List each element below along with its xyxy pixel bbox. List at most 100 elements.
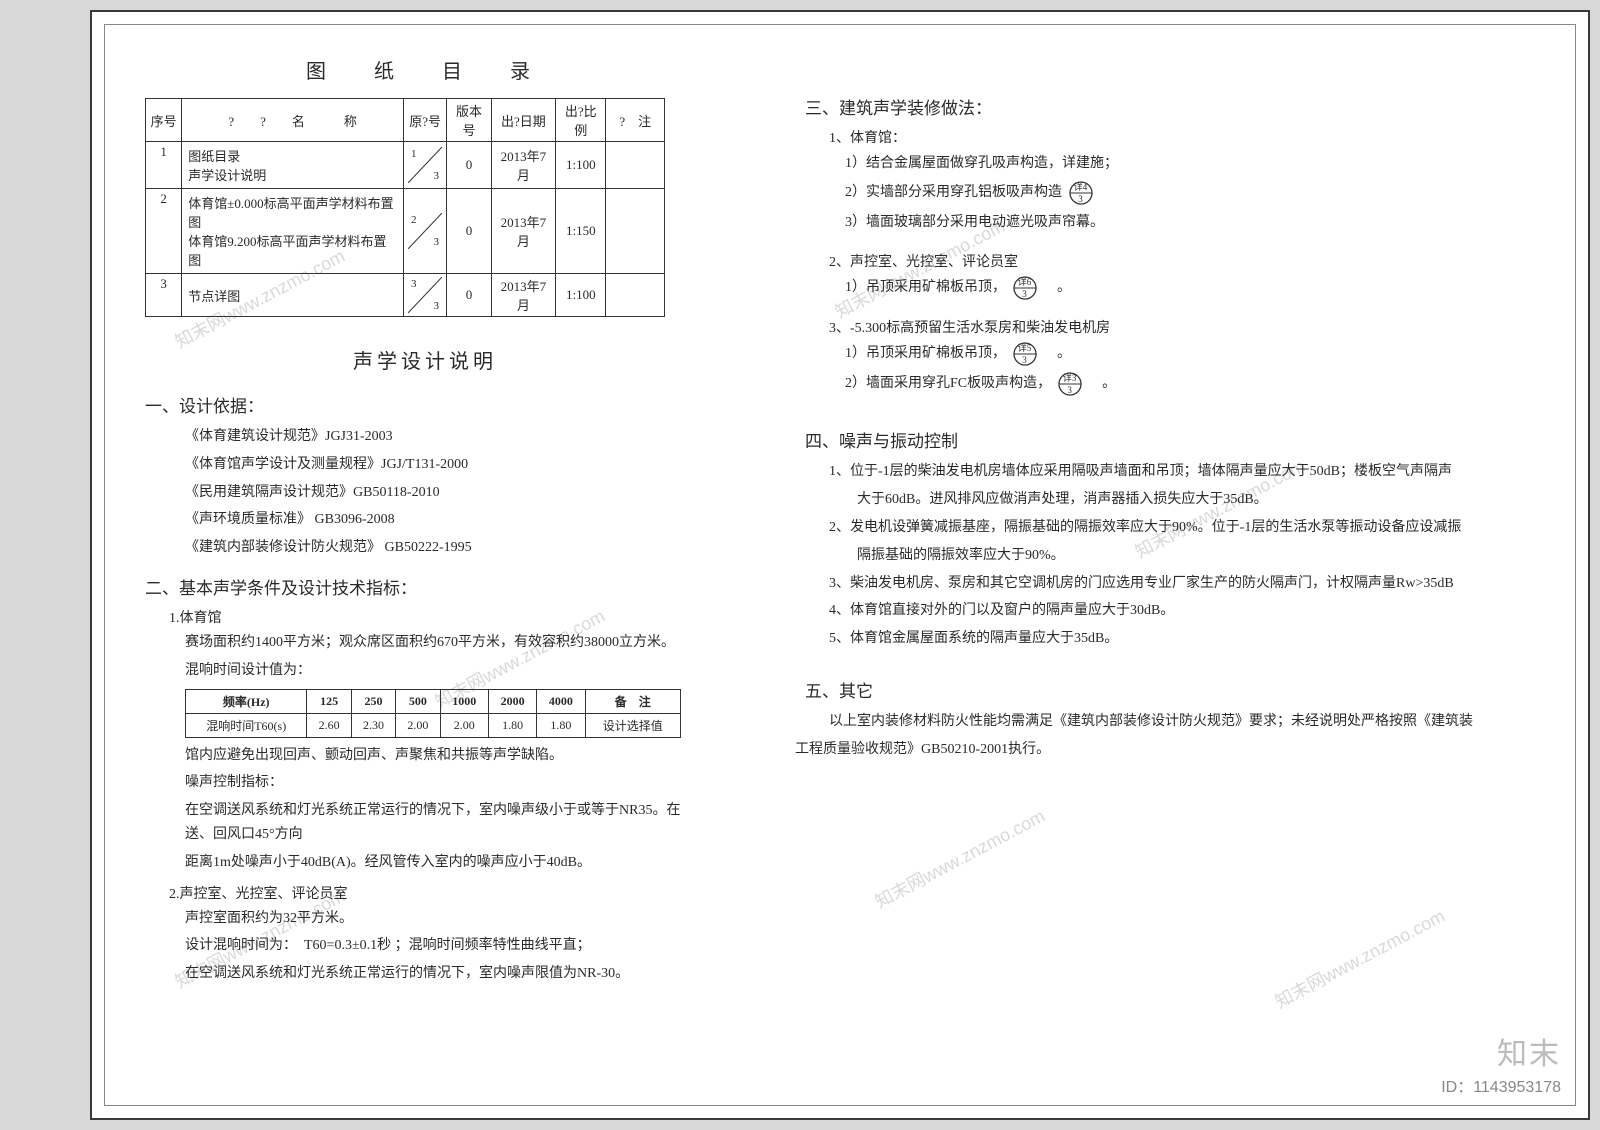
toc-cell-name: 节点详图 (182, 274, 404, 317)
s3-g3-suffix: 。 (1088, 377, 1116, 392)
rt-cell: 混响时间T60(s) (186, 713, 307, 737)
s3-g3-i2-text: 2）墙面采用穿孔FC板吸声构造， (845, 377, 1051, 392)
watermark-corner: 知末 ID：1143953178 (1441, 1029, 1561, 1097)
watermark-id: ID：1143953178 (1441, 1073, 1561, 1097)
noise-control-item: 1、位于-1层的柴油发电机房墙体应采用隔吸声墙面和吊顶；墙体隔声量应大于50dB… (829, 460, 1565, 484)
s3-g1-heading: 1、体育馆： (829, 127, 1565, 147)
left-column: 图 纸 目 录 序号 ? ? 名 称 原?号 版本号 出?日期 出?比例 ? 注… (145, 55, 705, 990)
detail-ref-icon: 详6 3 (1012, 275, 1038, 301)
s3-g2-suffix: 。 (1043, 281, 1071, 296)
toc-cell-scale: 1:100 (556, 274, 606, 317)
s3-g2-heading: 2、声控室、光控室、评论员室 (829, 251, 1565, 271)
detail-ref-bot: 3 (1068, 191, 1094, 207)
noise-control-item: 3、柴油发电机房、泵房和其它空调机房的门应选用专业厂家生产的防火隔声门，计权隔声… (829, 572, 1565, 596)
design-basis-ref: 《声环境质量标准》 GB3096-2008 (185, 508, 705, 532)
detail-ref-bot: 3 (1012, 286, 1038, 302)
toc-cell-date: 2013年7月 (491, 189, 555, 274)
inner-frame: 知末网www.znzmo.com 知末网www.znzmo.com 知末网www… (104, 24, 1576, 1106)
document-page: 知末网www.znzmo.com 知末网www.znzmo.com 知末网www… (90, 10, 1590, 1120)
noise-control-item: 2、发电机设弹簧减振基座，隔振基础的隔振效率应大于90%。位于-1层的生活水泵等… (829, 516, 1565, 540)
s2-gym-noise-b: 距离1m处噪声小于40dB(A)。经风管传入室内的噪声应小于40dB。 (185, 851, 705, 875)
toc-row: 1图纸目录声学设计说明1302013年7月1:100 (146, 142, 665, 189)
rt-head: 125 (307, 689, 351, 713)
s2-gym-noise-a: 在空调送风系统和灯光系统正常运行的情况下，室内噪声级小于或等于NR35。在送、回… (185, 799, 705, 847)
noise-control-item: 4、体育馆直接对外的门以及窗户的隔声量应大于30dB。 (829, 599, 1565, 623)
rt-head: 备 注 (585, 689, 680, 713)
toc-cell-date: 2013年7月 (491, 274, 555, 317)
toc-cell-scale: 1:100 (556, 142, 606, 189)
noise-control-item: 大于60dB。进风排风应做消声处理，消声器插入损失应大于35dB。 (829, 488, 1565, 512)
rt-head: 2000 (488, 689, 536, 713)
detail-ref-bot: 3 (1057, 382, 1083, 398)
rt-head: 500 (396, 689, 440, 713)
toc-cell-ver: 0 (447, 274, 491, 317)
rt-cell: 1.80 (488, 713, 536, 737)
design-basis-ref: 《民用建筑隔声设计规范》GB50118-2010 (185, 481, 705, 505)
section-1-heading: 一、设计依据： (145, 392, 705, 417)
watermark-name: 知末 (1441, 1029, 1561, 1073)
toc-cell-date: 2013年7月 (491, 142, 555, 189)
s3-g1-i1: 1）结合金属屋面做穿孔吸声构造，详建施； (845, 151, 1565, 176)
design-basis-ref: 《建筑内部装修设计防火规范》 GB50222-1995 (185, 536, 705, 560)
toc-row: 3节点详图3302013年7月1:100 (146, 274, 665, 317)
s2-gym-rt-label: 混响时间设计值为： (185, 659, 705, 683)
detail-ref-bot: 3 (1012, 352, 1038, 368)
toc-col-num: 序号 (146, 99, 182, 142)
s3-g3-i2: 2）墙面采用穿孔FC板吸声构造， 详3 3 。 (845, 371, 1565, 397)
watermark-diag: 知末网www.znzmo.com (1270, 902, 1449, 1014)
s5-l2: 工程质量验收规范》GB50210-2001执行。 (795, 738, 1565, 762)
toc-cell-num: 3 (146, 274, 182, 317)
s3-g1-i2-text: 2）实墙部分采用穿孔铝板吸声构造 (845, 185, 1062, 200)
toc-col-origno: 原?号 (403, 99, 446, 142)
rt-header-row: 频率(Hz) 125 250 500 1000 2000 4000 备 注 (186, 689, 681, 713)
s3-g3-i1-text: 1）吊顶采用矿棉板吊顶， (845, 347, 1006, 362)
s3-g1-i3: 3）墙面玻璃部分采用电动遮光吸声帘幕。 (845, 210, 1565, 235)
s3-g3-heading: 3、-5.300标高预留生活水泵房和柴油发电机房 (829, 317, 1565, 337)
detail-ref-icon: 详5 3 (1012, 341, 1038, 367)
s2-gym-heading: 1.体育馆 (169, 607, 705, 627)
detail-ref-icon: 详4 3 (1068, 180, 1094, 206)
rt-data-row: 混响时间T60(s) 2.60 2.30 2.00 2.00 1.80 1.80… (186, 713, 681, 737)
s2-ctrl-l1: 声控室面积约为32平方米。 (185, 907, 705, 931)
s2-gym-desc: 赛场面积约1400平方米；观众席区面积约670平方米，有效容积约38000立方米… (185, 631, 705, 655)
s3-g2-i1: 1）吊顶采用矿棉板吊顶， 详6 3 。 (845, 275, 1565, 301)
rt-cell: 1.80 (537, 713, 585, 737)
rt-head: 1000 (440, 689, 488, 713)
detail-ref-icon: 详3 3 (1057, 371, 1083, 397)
toc-col-ver: 版本号 (447, 99, 491, 142)
rt-cell: 2.60 (307, 713, 351, 737)
noise-control-item: 5、体育馆金属屋面系统的隔声量应大于35dB。 (829, 627, 1565, 651)
s2-ctrl-l3: 在空调送风系统和灯光系统正常运行的情况下，室内噪声限值为NR-30。 (185, 962, 705, 986)
watermark-diag: 知末网www.znzmo.com (870, 802, 1049, 914)
design-basis-ref: 《体育馆声学设计及测量规程》JGJ/T131-2000 (185, 453, 705, 477)
toc-cell-note (606, 274, 665, 317)
section-5-heading: 五、其它 (805, 677, 1565, 702)
s3-g2-i1-text: 1）吊顶采用矿棉板吊顶， (845, 281, 1006, 296)
toc-row: 2体育馆±0.000标高平面声学材料布置图体育馆9.200标高平面声学材料布置图… (146, 189, 665, 274)
rt-head: 250 (351, 689, 395, 713)
design-basis-ref: 《体育建筑设计规范》JGJ31-2003 (185, 425, 705, 449)
section-2-heading: 二、基本声学条件及设计技术指标： (145, 574, 705, 599)
toc-title: 图 纸 目 录 (145, 55, 705, 84)
acoustic-title: 声学设计说明 (145, 345, 705, 374)
toc-cell-origno: 33 (403, 274, 446, 317)
toc-cell-scale: 1:150 (556, 189, 606, 274)
toc-cell-num: 2 (146, 189, 182, 274)
rt-cell: 设计选择值 (585, 713, 680, 737)
section-3-heading: 三、建筑声学装修做法： (805, 94, 1565, 119)
toc-cell-name: 图纸目录声学设计说明 (182, 142, 404, 189)
toc-cell-note (606, 142, 665, 189)
toc-cell-num: 1 (146, 142, 182, 189)
s5-l1: 以上室内装修材料防火性能均需满足《建筑内部装修设计防火规范》要求；未经说明处严格… (829, 710, 1565, 734)
s2-gym-noise-h: 噪声控制指标： (185, 771, 705, 795)
s3-g3-i1: 1）吊顶采用矿棉板吊顶， 详5 3 。 (845, 341, 1565, 367)
toc-col-date: 出?日期 (491, 99, 555, 142)
s2-gym-p1: 馆内应避免出现回声、颤动回声、声聚焦和共振等声学缺陷。 (185, 744, 705, 768)
s3-g3-suffix: 。 (1043, 347, 1071, 362)
toc-cell-ver: 0 (447, 142, 491, 189)
section-4-heading: 四、噪声与振动控制 (805, 427, 1565, 452)
toc-cell-name: 体育馆±0.000标高平面声学材料布置图体育馆9.200标高平面声学材料布置图 (182, 189, 404, 274)
rt-head: 4000 (537, 689, 585, 713)
toc-cell-ver: 0 (447, 189, 491, 274)
s2-ctrl-l2: 设计混响时间为： T60=0.3±0.1秒 ；混响时间频率特性曲线平直； (185, 934, 705, 958)
